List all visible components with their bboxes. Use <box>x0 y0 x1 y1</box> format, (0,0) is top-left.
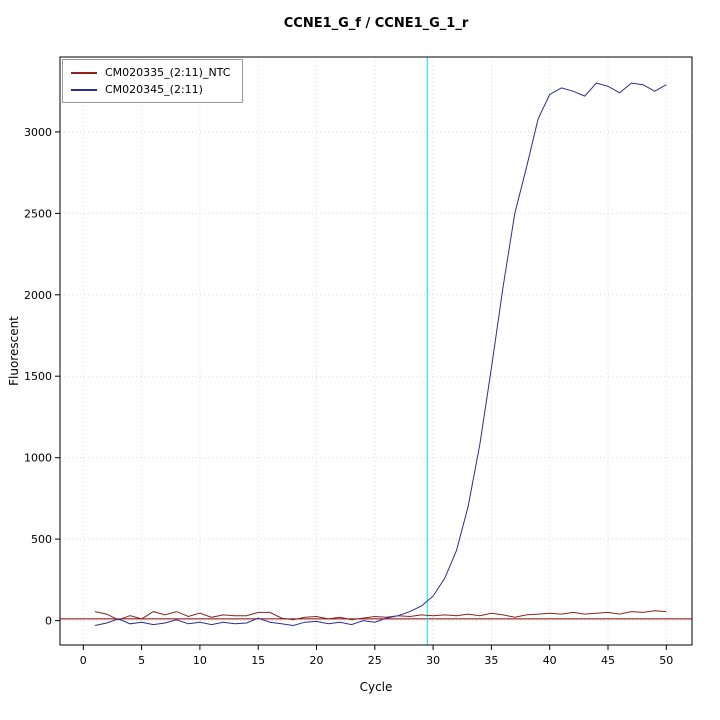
x-axis-label: Cycle <box>359 680 393 694</box>
x-tick-label: 15 <box>251 654 265 667</box>
x-tick-label: 10 <box>193 654 207 667</box>
series-line-1 <box>94 610 667 621</box>
y-tick-label: 2000 <box>24 289 52 302</box>
chart-title: CCNE1_G_f / CCNE1_G_1_r <box>283 16 469 31</box>
legend-line-swatch-ntc <box>71 71 97 74</box>
x-tick-label: 0 <box>80 654 87 667</box>
x-tick-label: 40 <box>543 654 557 667</box>
y-tick-label: 3000 <box>24 126 52 139</box>
x-tick-label: 45 <box>601 654 615 667</box>
legend-label-ntc: CM020335_(2:11)_NTC <box>105 66 231 79</box>
x-tick-label: 20 <box>310 654 324 667</box>
x-tick-label: 5 <box>138 654 145 667</box>
x-tick-label: 50 <box>659 654 673 667</box>
x-tick-label: 30 <box>426 654 440 667</box>
series-line-2 <box>94 82 667 627</box>
y-tick-label: 2500 <box>24 207 52 220</box>
x-tick-label: 25 <box>368 654 382 667</box>
y-tick-label: 500 <box>31 533 52 546</box>
legend-label-sample: CM020345_(2:11) <box>105 83 203 96</box>
plot-border <box>59 56 693 646</box>
y-tick-label: 1500 <box>24 370 52 383</box>
legend-line-swatch-sample <box>71 88 97 91</box>
legend-item-sample: CM020345_(2:11) <box>71 81 230 98</box>
x-tick-label: 35 <box>484 654 498 667</box>
y-tick-label: 1000 <box>24 452 52 465</box>
y-tick-label: 0 <box>45 615 52 628</box>
legend: CM020335_(2:11)_NTC CM020345_(2:11) <box>62 59 244 103</box>
legend-item-ntc: CM020335_(2:11)_NTC <box>71 64 230 81</box>
